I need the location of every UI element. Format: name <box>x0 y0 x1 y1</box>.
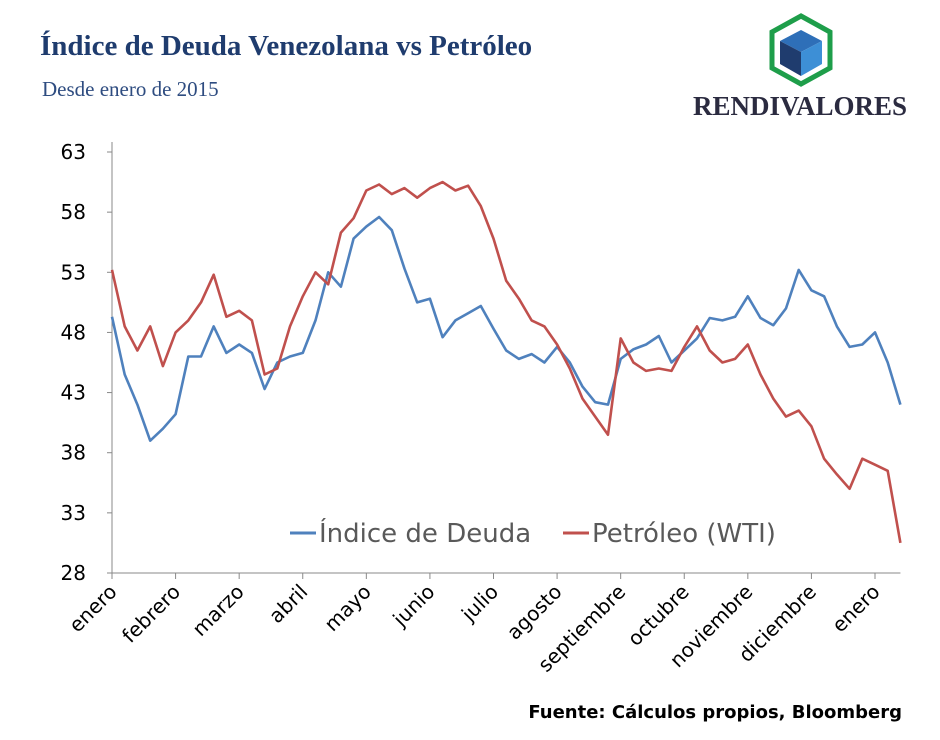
x-tick-label: enero <box>827 580 884 637</box>
y-tick-label: 53 <box>61 260 86 284</box>
y-tick-label: 33 <box>61 501 86 525</box>
x-tick-label: abril <box>264 580 312 628</box>
chart-title: Índice de Deuda Venezolana vs Petróleo <box>40 29 532 62</box>
y-tick-label: 48 <box>61 320 86 344</box>
chart-subtitle: Desde enero de 2015 <box>42 77 219 101</box>
y-tick-label: 43 <box>61 381 86 405</box>
y-tick-label: 63 <box>61 140 86 164</box>
legend-label: Índice de Deuda <box>319 517 531 549</box>
logo <box>769 13 833 87</box>
brand-name: RENDIVALORES <box>693 91 907 121</box>
x-tick-label: enero <box>64 580 121 637</box>
source-note: Fuente: Cálculos propios, Bloomberg <box>528 702 902 723</box>
y-tick-label: 58 <box>61 200 86 224</box>
data-line <box>110 180 902 544</box>
x-tick-label: febrero <box>117 580 185 648</box>
x-tick-label: marzo <box>187 580 248 641</box>
y-tick-label: 38 <box>61 441 86 465</box>
data-line <box>110 215 902 442</box>
y-tick-label: 28 <box>61 561 86 585</box>
x-tick-label: mayo <box>319 580 375 636</box>
x-tick-label: julio <box>456 580 503 627</box>
x-tick-label: junio <box>387 580 439 632</box>
legend-label: Petróleo (WTI) <box>592 519 776 549</box>
